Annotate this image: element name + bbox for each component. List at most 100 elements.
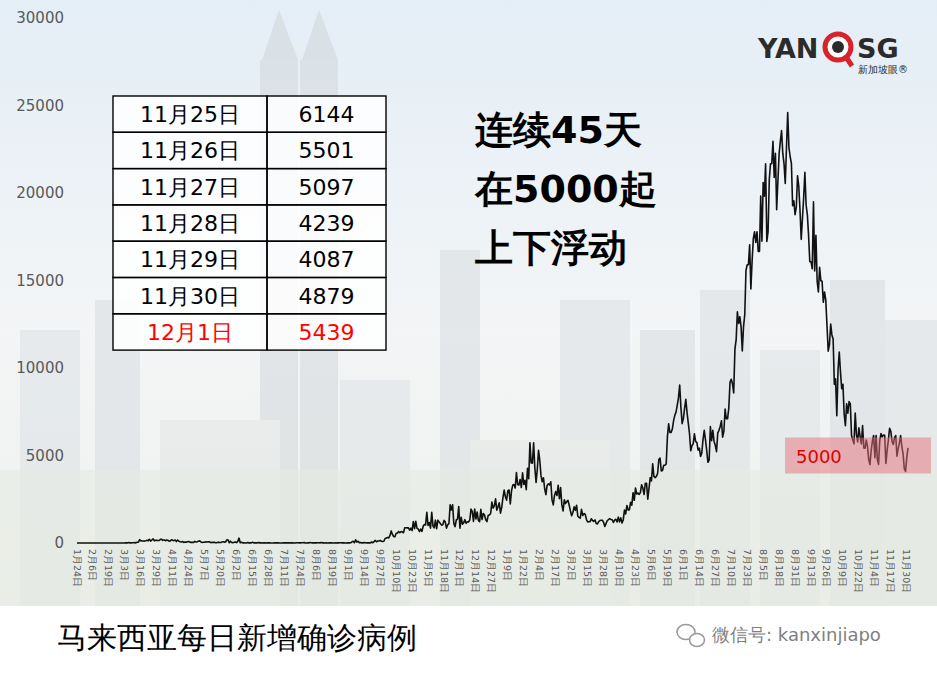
logo-icon (846, 57, 852, 66)
x-tick-label: 11月30日 (901, 549, 912, 593)
x-tick-label: 10月9日 (837, 549, 848, 587)
table-cell (113, 169, 267, 205)
x-tick-label: 3月2日 (566, 549, 577, 581)
table-text: 12月1日 (147, 320, 233, 345)
x-tick-label: 5月19日 (662, 549, 673, 587)
data-table: 11月25日614411月26日550111月27日509711月28日4239… (113, 96, 386, 350)
tower-top (302, 10, 338, 60)
x-tick-label: 11月5日 (423, 549, 434, 587)
x-tick-label: 1月22日 (518, 549, 529, 587)
logo-text: YAN (757, 33, 818, 64)
x-tick-label: 4月23日 (630, 549, 641, 587)
x-tick-label: 2月19日 (103, 549, 114, 587)
x-tick-label: 6月27日 (710, 549, 721, 587)
x-tick-label: 10月10日 (391, 549, 402, 593)
table-cell (267, 278, 386, 314)
x-tick-label: 11月17日 (885, 549, 896, 593)
table-bg (113, 96, 386, 350)
table-text: 11月28日 (140, 211, 240, 236)
x-tick-label: 9月13日 (806, 549, 817, 587)
table-cell (267, 96, 386, 132)
building (640, 330, 695, 606)
table-text: 11月29日 (140, 247, 240, 272)
table-cell (113, 205, 267, 241)
logo-icon (825, 34, 851, 60)
annotation-text: 在5000起 (474, 167, 657, 211)
table-cell (267, 169, 386, 205)
x-tick-label: 3月3日 (119, 549, 130, 581)
table-cell (267, 314, 386, 350)
table-text: 6144 (299, 102, 355, 127)
x-tick-label: 6月2日 (231, 549, 242, 581)
x-tick-label: 2月4日 (534, 549, 545, 581)
x-tick-label: 8月19日 (327, 549, 338, 587)
x-tick-label: 4月24日 (183, 549, 194, 587)
background (0, 0, 937, 606)
x-tick-label: 5月20日 (215, 549, 226, 587)
x-tick-label: 1月9日 (502, 549, 513, 581)
x-tick-label: 8月31日 (790, 549, 801, 587)
logo: YAN SG新加坡眼® (757, 33, 908, 75)
table-text: 5501 (299, 138, 355, 163)
band-box (785, 438, 931, 474)
x-tick-label: 7月10日 (726, 549, 737, 587)
band-label: 5000 (796, 446, 842, 467)
y-tick-label: 10000 (16, 359, 64, 377)
watermark: 微信号: kanxinjiapo (677, 624, 881, 647)
x-tick-label: 7月11日 (279, 549, 290, 587)
table-text: 11月25日 (140, 102, 240, 127)
x-tick-label: 8月6日 (311, 549, 322, 581)
table-cell (267, 241, 386, 277)
x-tick-label: 7月24日 (295, 549, 306, 587)
logo-icon (832, 41, 844, 53)
cases-line (77, 113, 908, 543)
x-tick-label: 12月27日 (486, 549, 497, 593)
chart-root: 0500010000150002000025000300001月24日2月6日2… (0, 0, 937, 677)
x-tick-label: 5月6日 (646, 549, 657, 581)
x-tick-label: 8月5日 (758, 549, 769, 581)
x-tick-label: 11月18日 (439, 549, 450, 593)
table-text: 4239 (299, 211, 355, 236)
wechat-icon (690, 634, 705, 647)
table-cell (113, 132, 267, 168)
x-tick-label: 1月24日 (72, 549, 83, 587)
x-tick-label: 2月6日 (87, 549, 98, 581)
table-cell (113, 241, 267, 277)
y-tick-label: 5000 (26, 447, 64, 465)
chart-title: 马来西亚每日新增确诊病例 (57, 620, 417, 655)
y-tick-label: 20000 (16, 184, 64, 202)
plot-area (77, 113, 908, 543)
logo-text: SG (857, 33, 899, 64)
table-cell (113, 278, 267, 314)
y-tick-label: 0 (54, 534, 64, 552)
logo-subtext: 新加坡眼® (858, 64, 908, 75)
x-axis-labels: 1月24日2月6日2月19日3月3日3月16日3月29日4月11日4月24日5月… (72, 549, 913, 593)
x-tick-label: 5月7日 (199, 549, 210, 581)
x-tick-label: 4月10日 (614, 549, 625, 587)
table-text: 4879 (299, 284, 355, 309)
x-tick-label: 6月28日 (263, 549, 274, 587)
x-tick-label: 3月15日 (582, 549, 593, 587)
x-tick-label: 6月1日 (678, 549, 689, 581)
x-tick-label: 10月23日 (407, 549, 418, 593)
table-cell (113, 96, 267, 132)
table-cell (267, 132, 386, 168)
ground (0, 470, 937, 606)
table-text: 11月30日 (140, 284, 240, 309)
table-text: 5439 (299, 320, 355, 345)
x-tick-label: 9月1日 (343, 549, 354, 581)
annotation-text: 连续45天 (475, 108, 642, 152)
x-tick-label: 6月14日 (694, 549, 705, 587)
x-tick-label: 2月17日 (550, 549, 561, 587)
x-tick-label: 10月22日 (853, 549, 864, 593)
x-tick-label: 3月28日 (598, 549, 609, 587)
x-tick-label: 12月1日 (454, 549, 465, 587)
watermark-text: 微信号: kanxinjiapo (712, 624, 881, 645)
x-tick-label: 7月23日 (742, 549, 753, 587)
x-tick-label: 6月15日 (247, 549, 258, 587)
x-tick-label: 11月4日 (869, 549, 880, 587)
table-text: 11月27日 (140, 175, 240, 200)
annotation-text: 上下浮动 (475, 226, 627, 270)
y-tick-label: 30000 (16, 9, 64, 27)
y-tick-label: 25000 (16, 97, 64, 115)
